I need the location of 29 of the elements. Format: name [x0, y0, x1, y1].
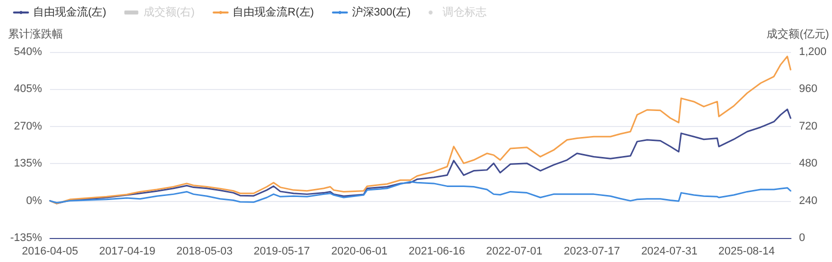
x-tick-label: 2019-05-17	[254, 246, 310, 258]
x-tick-label: 2018-05-03	[176, 246, 233, 258]
y-tick-label: 135%	[14, 158, 42, 170]
y-tick-label: 270%	[14, 120, 42, 132]
y2-axis-title: 成交额(亿元)	[766, 28, 829, 40]
legend-label: 沪深300(左)	[352, 6, 411, 18]
x-tick-label: 2022-07-01	[486, 246, 542, 258]
y2-tick-label: 240	[799, 194, 818, 207]
x-tick-label: 2025-08-14	[718, 246, 775, 258]
x-tick-label: 2023-07-17	[564, 246, 620, 258]
x-tick-label: 2017-04-19	[99, 246, 156, 258]
x-tick-label: 2020-06-01	[331, 246, 388, 258]
line-series	[49, 181, 792, 204]
y-tick-label: -135%	[10, 232, 42, 244]
y2-tick-label: 0	[799, 232, 806, 244]
y2-tick-label: 720	[799, 120, 818, 132]
legend-label: 自由现金流(左)	[33, 6, 106, 18]
y2-tick-label: 960	[799, 83, 818, 96]
x-tick-label: 2024-07-31	[641, 246, 698, 258]
line-series	[49, 56, 792, 204]
y-axis-title: 累计涨跌幅	[8, 28, 63, 40]
x-tick-label: 2021-06-16	[408, 246, 465, 258]
y-tick-label: 540%	[14, 46, 42, 58]
y-tick-label: 405%	[14, 83, 42, 96]
y2-tick-label: 480	[799, 158, 818, 170]
y-tick-label: 0%	[26, 194, 42, 207]
y2-tick-label: 1,200	[799, 46, 827, 58]
legend-label: 自由现金流R(左)	[232, 6, 314, 18]
x-tick-label: 2016-04-05	[22, 246, 78, 258]
